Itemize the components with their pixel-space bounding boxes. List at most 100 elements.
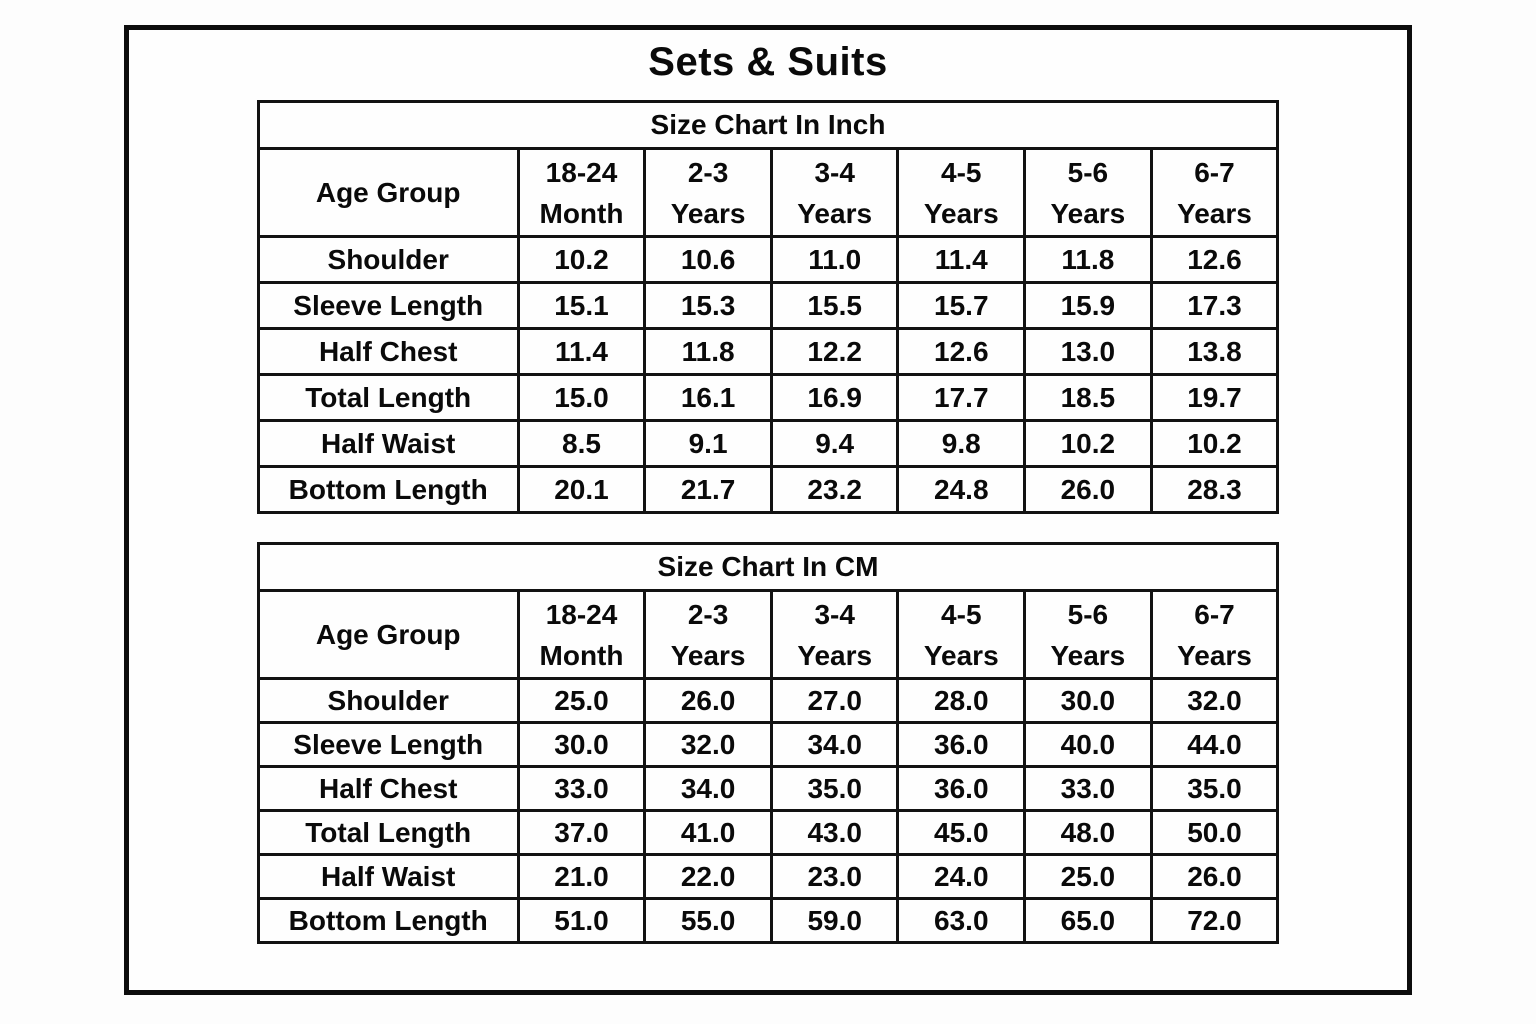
cell-value: 65.0 xyxy=(1023,897,1153,944)
outer-frame: Sets & Suits Size Chart In Inch Age Group… xyxy=(124,25,1412,995)
cell-value: 40.0 xyxy=(1023,721,1153,768)
cell-value: 15.3 xyxy=(643,281,773,330)
cell-value: 63.0 xyxy=(896,897,1027,944)
cell-value: 9.1 xyxy=(643,419,773,468)
cell-value: 10.2 xyxy=(1023,419,1153,468)
cell-value: 33.0 xyxy=(1023,765,1153,812)
column-header: 18-24 Month xyxy=(516,589,647,680)
cell-value: 72.0 xyxy=(1149,897,1280,944)
table-row: Shoulder 10.2 10.6 11.0 11.4 11.8 12.6 xyxy=(256,235,1280,284)
table-row: Half Waist 21.0 22.0 23.0 24.0 25.0 26.0 xyxy=(256,853,1280,900)
table-title: Size Chart In CM xyxy=(256,542,1280,592)
cell-value: 13.0 xyxy=(1023,327,1153,376)
table-row: Half Waist 8.5 9.1 9.4 9.8 10.2 10.2 xyxy=(256,419,1280,468)
cell-value: 26.0 xyxy=(1023,465,1153,514)
row-label: Sleeve Length xyxy=(256,281,520,330)
cell-value: 27.0 xyxy=(769,677,900,724)
table-row: Shoulder 25.0 26.0 27.0 28.0 30.0 32.0 xyxy=(256,677,1280,724)
row-label: Total Length xyxy=(256,809,520,856)
cell-value: 37.0 xyxy=(516,809,647,856)
column-header: 5-6 Years xyxy=(1023,589,1153,680)
age-group-header: Age Group xyxy=(256,589,520,680)
column-header: 5-6 Years xyxy=(1023,147,1153,238)
cell-value: 9.4 xyxy=(769,419,900,468)
cell-value: 11.8 xyxy=(643,327,773,376)
table-header-row: Age Group 18-24 Month 2-3 Years 3-4 Years 4-… xyxy=(256,589,1280,680)
cell-value: 11.4 xyxy=(516,327,647,376)
table-title-row: Size Chart In CM xyxy=(256,542,1280,592)
cell-value: 11.8 xyxy=(1023,235,1153,284)
cell-value: 24.0 xyxy=(896,853,1027,900)
cell-value: 23.2 xyxy=(769,465,900,514)
cell-value: 15.0 xyxy=(516,373,647,422)
column-header: 2-3 Years xyxy=(643,147,773,238)
age-group-header: Age Group xyxy=(256,147,520,238)
cell-value: 28.3 xyxy=(1149,465,1280,514)
column-header: 6-7 Years xyxy=(1149,589,1280,680)
cell-value: 35.0 xyxy=(769,765,900,812)
cell-value: 12.2 xyxy=(769,327,900,376)
row-label: Bottom Length xyxy=(256,897,520,944)
column-header: 6-7 Years xyxy=(1149,147,1280,238)
cell-value: 41.0 xyxy=(643,809,773,856)
column-header: 3-4 Years xyxy=(769,589,900,680)
cell-value: 26.0 xyxy=(1149,853,1280,900)
row-label: Half Chest xyxy=(256,327,520,376)
column-header: 4-5 Years xyxy=(896,589,1027,680)
row-label: Half Waist xyxy=(256,419,520,468)
cell-value: 51.0 xyxy=(516,897,647,944)
table-title-row: Size Chart In Inch xyxy=(256,100,1280,150)
cell-value: 20.1 xyxy=(516,465,647,514)
cell-value: 16.9 xyxy=(769,373,900,422)
cell-value: 24.8 xyxy=(896,465,1027,514)
cell-value: 19.7 xyxy=(1149,373,1280,422)
cell-value: 50.0 xyxy=(1149,809,1280,856)
row-label: Half Chest xyxy=(256,765,520,812)
column-header: 18-24 Month xyxy=(516,147,647,238)
cell-value: 33.0 xyxy=(516,765,647,812)
cell-value: 30.0 xyxy=(1023,677,1153,724)
cell-value: 13.8 xyxy=(1149,327,1280,376)
cell-value: 15.9 xyxy=(1023,281,1153,330)
page-title: Sets & Suits xyxy=(648,40,888,84)
cell-value: 36.0 xyxy=(896,765,1027,812)
table-row: Sleeve Length 30.0 32.0 34.0 36.0 40.0 44.0 xyxy=(256,721,1280,768)
cell-value: 15.5 xyxy=(769,281,900,330)
cell-value: 21.0 xyxy=(516,853,647,900)
cell-value: 30.0 xyxy=(516,721,647,768)
table-header-row: Age Group 18-24 Month 2-3 Years 3-4 Years 4-… xyxy=(256,147,1280,238)
table-title: Size Chart In Inch xyxy=(256,100,1280,150)
cell-value: 45.0 xyxy=(896,809,1027,856)
cell-value: 21.7 xyxy=(643,465,773,514)
table-row: Half Chest 33.0 34.0 35.0 36.0 33.0 35.0 xyxy=(256,765,1280,812)
cell-value: 15.1 xyxy=(516,281,647,330)
cell-value: 32.0 xyxy=(643,721,773,768)
size-chart-cm-table: Size Chart In CM Age Group 18-24 Month 2-3 … xyxy=(256,542,1280,944)
cell-value: 48.0 xyxy=(1023,809,1153,856)
cell-value: 11.0 xyxy=(769,235,900,284)
table-row: Total Length 15.0 16.1 16.9 17.7 18.5 19.7 xyxy=(256,373,1280,422)
cell-value: 32.0 xyxy=(1149,677,1280,724)
size-chart-inch-table: Size Chart In Inch Age Group 18-24 Month 2-… xyxy=(256,100,1280,514)
cell-value: 17.3 xyxy=(1149,281,1280,330)
cell-value: 44.0 xyxy=(1149,721,1280,768)
cell-value: 12.6 xyxy=(1149,235,1280,284)
cell-value: 25.0 xyxy=(516,677,647,724)
row-label: Sleeve Length xyxy=(256,721,520,768)
cell-value: 26.0 xyxy=(643,677,773,724)
table-row: Sleeve Length 15.1 15.3 15.5 15.7 15.9 17.3 xyxy=(256,281,1280,330)
cell-value: 36.0 xyxy=(896,721,1027,768)
row-label: Total Length xyxy=(256,373,520,422)
cell-value: 23.0 xyxy=(769,853,900,900)
row-label: Shoulder xyxy=(256,677,520,724)
cell-value: 17.7 xyxy=(896,373,1027,422)
cell-value: 11.4 xyxy=(896,235,1027,284)
table-row: Total Length 37.0 41.0 43.0 45.0 48.0 50.0 xyxy=(256,809,1280,856)
cell-value: 9.8 xyxy=(896,419,1027,468)
row-label: Bottom Length xyxy=(256,465,520,514)
row-label: Half Waist xyxy=(256,853,520,900)
cell-value: 16.1 xyxy=(643,373,773,422)
cell-value: 59.0 xyxy=(769,897,900,944)
cell-value: 34.0 xyxy=(769,721,900,768)
